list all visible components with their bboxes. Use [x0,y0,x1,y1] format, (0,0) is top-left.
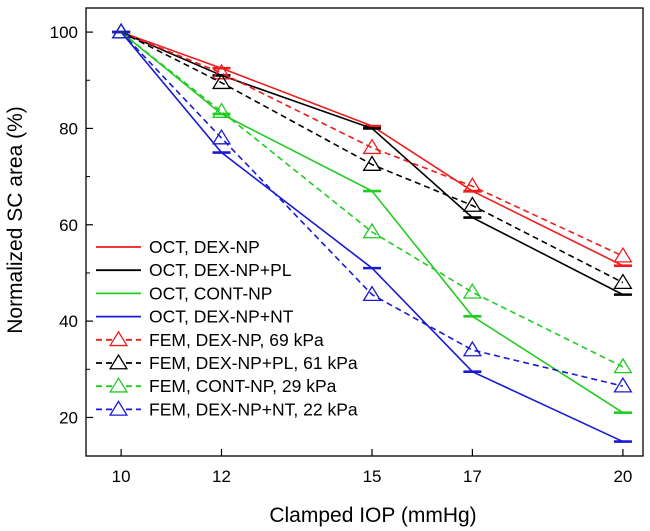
data-point-triangle [211,128,232,145]
plot-area [111,22,633,443]
legend-marker-triangle [108,376,129,393]
y-tick-label: 60 [59,216,78,235]
x-tick-label: 12 [212,467,231,486]
legend-label: FEM, DEX-NP+PL, 61 kPa [149,353,358,373]
data-point-triangle [613,273,633,289]
legend-label: FEM, DEX-NP+NT, 22 kPa [149,399,358,419]
series-line-5 [120,31,624,257]
legend-label: OCT, DEX-NP+PL [149,260,292,280]
legend-label: FEM, CONT-NP, 29 kPa [149,376,337,396]
data-point-triangle [111,22,131,39]
data-point-triangle [211,102,232,118]
x-tick-label: 15 [363,467,382,486]
y-tick-label: 40 [59,312,78,331]
legend-label: FEM, DEX-NP, 69 kPa [149,330,324,350]
data-point-triangle [613,246,633,263]
data-point-triangle [462,196,482,212]
x-tick-label: 10 [112,467,131,486]
series-line-8 [120,31,624,387]
legend-marker-triangle [108,400,129,416]
data-point-triangle [362,285,382,302]
legend: OCT, DEX-NP OCT, DEX-NP+PL OCT, CONT-NP OCT… [96,237,358,419]
series-line-1 [120,31,624,267]
legend-marker-triangle [108,353,129,370]
plot-frame [85,7,644,457]
legend-label: OCT, CONT-NP [149,283,272,303]
data-point-triangle [462,340,482,357]
y-tick-label: 20 [59,408,78,427]
y-axis-title: Normalized SC area (%) [4,106,27,334]
data-point-triangle [613,357,633,374]
y-tick-label: 80 [59,119,78,138]
legend-label: OCT, DEX-NP [149,237,260,257]
legend-marker-triangle [108,330,129,347]
data-point-triangle [613,376,633,393]
data-point-triangle [211,63,232,80]
axes: 20 40 60 80 100 10 12 15 17 20 [50,7,644,486]
series-line-7 [120,31,624,368]
data-point-triangle [362,222,382,239]
data-point-triangle [362,155,382,171]
x-tick-label: 17 [463,467,482,486]
data-point-triangle [462,282,482,299]
y-tick-label: 100 [50,23,78,42]
data-point-triangle [462,176,482,193]
data-point-triangle [211,73,232,90]
x-axis-title: Clamped IOP (mmHg) [269,504,476,527]
legend-label: OCT, DEX-NP+NT [149,307,294,327]
data-point-triangle [362,138,382,155]
x-tick-label: 20 [613,467,632,486]
series-line-6 [120,31,624,284]
